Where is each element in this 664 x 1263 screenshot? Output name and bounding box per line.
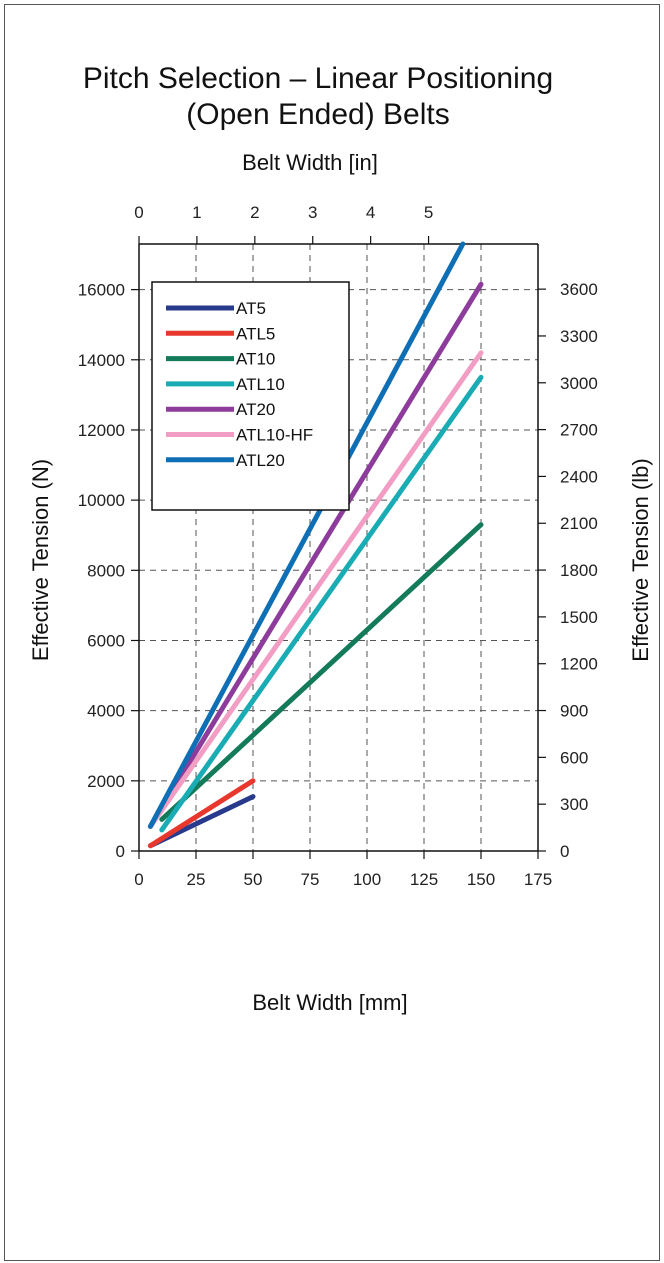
y-tick-label-right: 2700 xyxy=(560,421,598,440)
x-tick-label: 100 xyxy=(353,870,381,889)
y-tick-label-left: 8000 xyxy=(87,561,125,580)
y-tick-label-left: 16000 xyxy=(78,281,125,300)
legend-box xyxy=(151,281,350,511)
y-tick-label-right: 0 xyxy=(560,842,569,861)
chart-frame xyxy=(4,4,660,1261)
chart-title-line-2: (Open Ended) Belts xyxy=(186,98,449,131)
x-axis-title: Belt Width [mm] xyxy=(252,990,407,1015)
top-tick-label: 0 xyxy=(134,203,143,222)
y-tick-label-left: 2000 xyxy=(87,772,125,791)
y-tick-label-right: 2400 xyxy=(560,467,598,486)
series-lines xyxy=(147,241,484,849)
legend-label: ATL5 xyxy=(236,324,275,343)
series-line-atl10 xyxy=(159,374,484,833)
y-tick-label-left: 0 xyxy=(116,842,125,861)
series-line-atl5 xyxy=(147,778,256,849)
series-line-atl10-hf xyxy=(147,350,484,829)
y-tick-label-right: 1800 xyxy=(560,561,598,580)
y-tick-label-right: 900 xyxy=(560,702,588,721)
y-tick-label-left: 10000 xyxy=(78,491,125,510)
top-tick-label: 1 xyxy=(192,203,201,222)
series-line-at10 xyxy=(159,522,484,822)
top-tick-label: 4 xyxy=(366,203,375,222)
y-tick-label-left: 12000 xyxy=(78,421,125,440)
x-tick-label: 0 xyxy=(134,870,143,889)
legend-label: ATL10-HF xyxy=(236,426,313,445)
chart-title: Pitch Selection – Linear Positioning (Op… xyxy=(83,62,553,131)
y-tick-label-right: 3600 xyxy=(560,280,598,299)
x-tick-label: 50 xyxy=(244,870,263,889)
x-tick-label: 75 xyxy=(301,870,320,889)
legend-label: ATL10 xyxy=(236,375,285,394)
y-tick-label-left: 4000 xyxy=(87,702,125,721)
top-tick-label: 2 xyxy=(250,203,259,222)
y-tick-label-right: 3300 xyxy=(560,327,598,346)
top-tick-label: 3 xyxy=(308,203,317,222)
y-tick-label-right: 3000 xyxy=(560,374,598,393)
legend-label: AT5 xyxy=(236,299,266,318)
y-axis-title-right: Effective Tension (lb) xyxy=(628,458,653,661)
x-tick-label: 125 xyxy=(410,870,438,889)
legend-label: ATL20 xyxy=(236,451,285,470)
chart-title-line-1: Pitch Selection – Linear Positioning xyxy=(83,62,553,95)
y-tick-label-left: 6000 xyxy=(87,631,125,650)
y-tick-label-left: 14000 xyxy=(78,351,125,370)
y-axis-title-left: Effective Tension (N) xyxy=(28,459,53,661)
legend-label: AT20 xyxy=(236,400,275,419)
axes xyxy=(131,236,546,859)
x-tick-label: 150 xyxy=(467,870,495,889)
y-tick-label-right: 1200 xyxy=(560,655,598,674)
series-line-at20 xyxy=(147,281,484,829)
x-tick-label: 175 xyxy=(524,870,552,889)
y-tick-label-right: 1500 xyxy=(560,608,598,627)
x-tick-label: 25 xyxy=(187,870,206,889)
y-tick-label-right: 300 xyxy=(560,795,588,814)
top-axis-title: Belt Width [in] xyxy=(242,150,378,175)
y-tick-label-right: 2100 xyxy=(560,514,598,533)
y-tick-label-right: 600 xyxy=(560,748,588,767)
top-tick-label: 5 xyxy=(424,203,433,222)
legend: AT5 ATL5 AT10 ATL10 AT20 ATL10-HF ATL20 xyxy=(151,281,350,511)
series-line-atl20 xyxy=(147,241,466,829)
legend-label: AT10 xyxy=(236,350,275,369)
